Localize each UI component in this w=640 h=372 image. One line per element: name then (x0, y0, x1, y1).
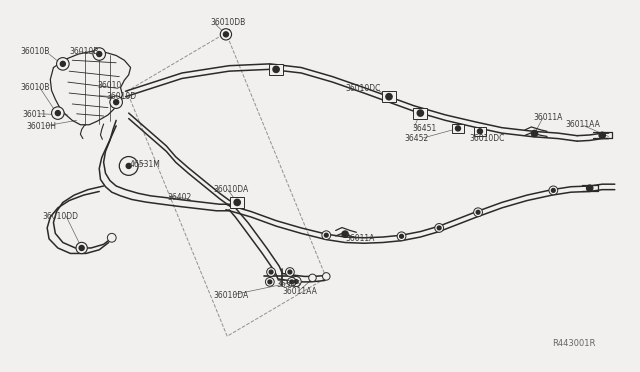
Ellipse shape (220, 29, 232, 40)
Ellipse shape (549, 186, 557, 195)
Ellipse shape (474, 208, 483, 217)
Ellipse shape (456, 126, 461, 131)
Text: 36011A: 36011A (533, 113, 563, 122)
Ellipse shape (110, 96, 122, 108)
Text: 36010: 36010 (97, 81, 122, 90)
Ellipse shape (79, 246, 84, 250)
FancyBboxPatch shape (382, 91, 396, 102)
FancyBboxPatch shape (474, 127, 486, 136)
Ellipse shape (477, 129, 483, 134)
Ellipse shape (342, 231, 348, 237)
Ellipse shape (93, 48, 106, 60)
Ellipse shape (397, 232, 406, 241)
Ellipse shape (268, 280, 272, 284)
Text: 36451: 36451 (413, 124, 437, 133)
Ellipse shape (322, 231, 331, 240)
Ellipse shape (399, 234, 403, 238)
Ellipse shape (324, 233, 328, 237)
Text: 36010D: 36010D (107, 92, 137, 101)
Ellipse shape (269, 270, 273, 274)
Text: 36010DA: 36010DA (213, 185, 248, 194)
Ellipse shape (52, 107, 64, 119)
Ellipse shape (552, 189, 556, 192)
FancyBboxPatch shape (269, 64, 283, 75)
Ellipse shape (294, 280, 298, 283)
Ellipse shape (437, 226, 441, 230)
Ellipse shape (56, 58, 69, 70)
Ellipse shape (587, 185, 593, 191)
Ellipse shape (476, 211, 480, 214)
FancyBboxPatch shape (452, 124, 463, 133)
Ellipse shape (266, 278, 274, 286)
Ellipse shape (108, 233, 116, 242)
Text: 36010DA: 36010DA (213, 291, 248, 300)
FancyBboxPatch shape (413, 108, 428, 119)
Text: 36402: 36402 (167, 193, 191, 202)
Ellipse shape (435, 224, 444, 232)
Ellipse shape (285, 267, 294, 276)
Ellipse shape (273, 66, 279, 73)
Ellipse shape (308, 274, 316, 282)
Text: 36452: 36452 (404, 134, 429, 143)
Text: 36010B: 36010B (20, 46, 49, 55)
Ellipse shape (323, 273, 330, 280)
Ellipse shape (417, 110, 424, 116)
Text: 36011: 36011 (22, 110, 46, 119)
Text: 36011AA: 36011AA (566, 120, 601, 129)
Ellipse shape (76, 242, 87, 254)
Text: 36545: 36545 (276, 280, 300, 289)
Ellipse shape (531, 130, 538, 137)
Text: 36010DC: 36010DC (345, 84, 380, 93)
Text: 36011A: 36011A (345, 234, 374, 243)
Ellipse shape (126, 163, 131, 169)
Ellipse shape (267, 267, 275, 276)
Ellipse shape (288, 270, 292, 274)
Text: 36010DD: 36010DD (43, 212, 79, 221)
Ellipse shape (287, 278, 296, 286)
Ellipse shape (386, 93, 392, 100)
Ellipse shape (290, 280, 294, 284)
Ellipse shape (223, 32, 228, 37)
Text: 36010H: 36010H (26, 122, 56, 131)
Ellipse shape (55, 110, 60, 116)
Ellipse shape (291, 276, 301, 286)
Ellipse shape (114, 100, 118, 105)
Text: 46531M: 46531M (129, 160, 160, 169)
Ellipse shape (97, 51, 102, 57)
Text: 36011AA: 36011AA (282, 287, 317, 296)
Ellipse shape (599, 132, 605, 138)
Text: 36010DB: 36010DB (211, 18, 246, 27)
Text: R443001R: R443001R (552, 339, 595, 348)
Text: 36010B: 36010B (69, 46, 99, 55)
Ellipse shape (119, 157, 138, 175)
Ellipse shape (60, 61, 65, 66)
Text: 36010DC: 36010DC (469, 134, 505, 143)
Text: 36010B: 36010B (20, 83, 49, 92)
Ellipse shape (234, 199, 241, 206)
FancyBboxPatch shape (230, 197, 244, 208)
